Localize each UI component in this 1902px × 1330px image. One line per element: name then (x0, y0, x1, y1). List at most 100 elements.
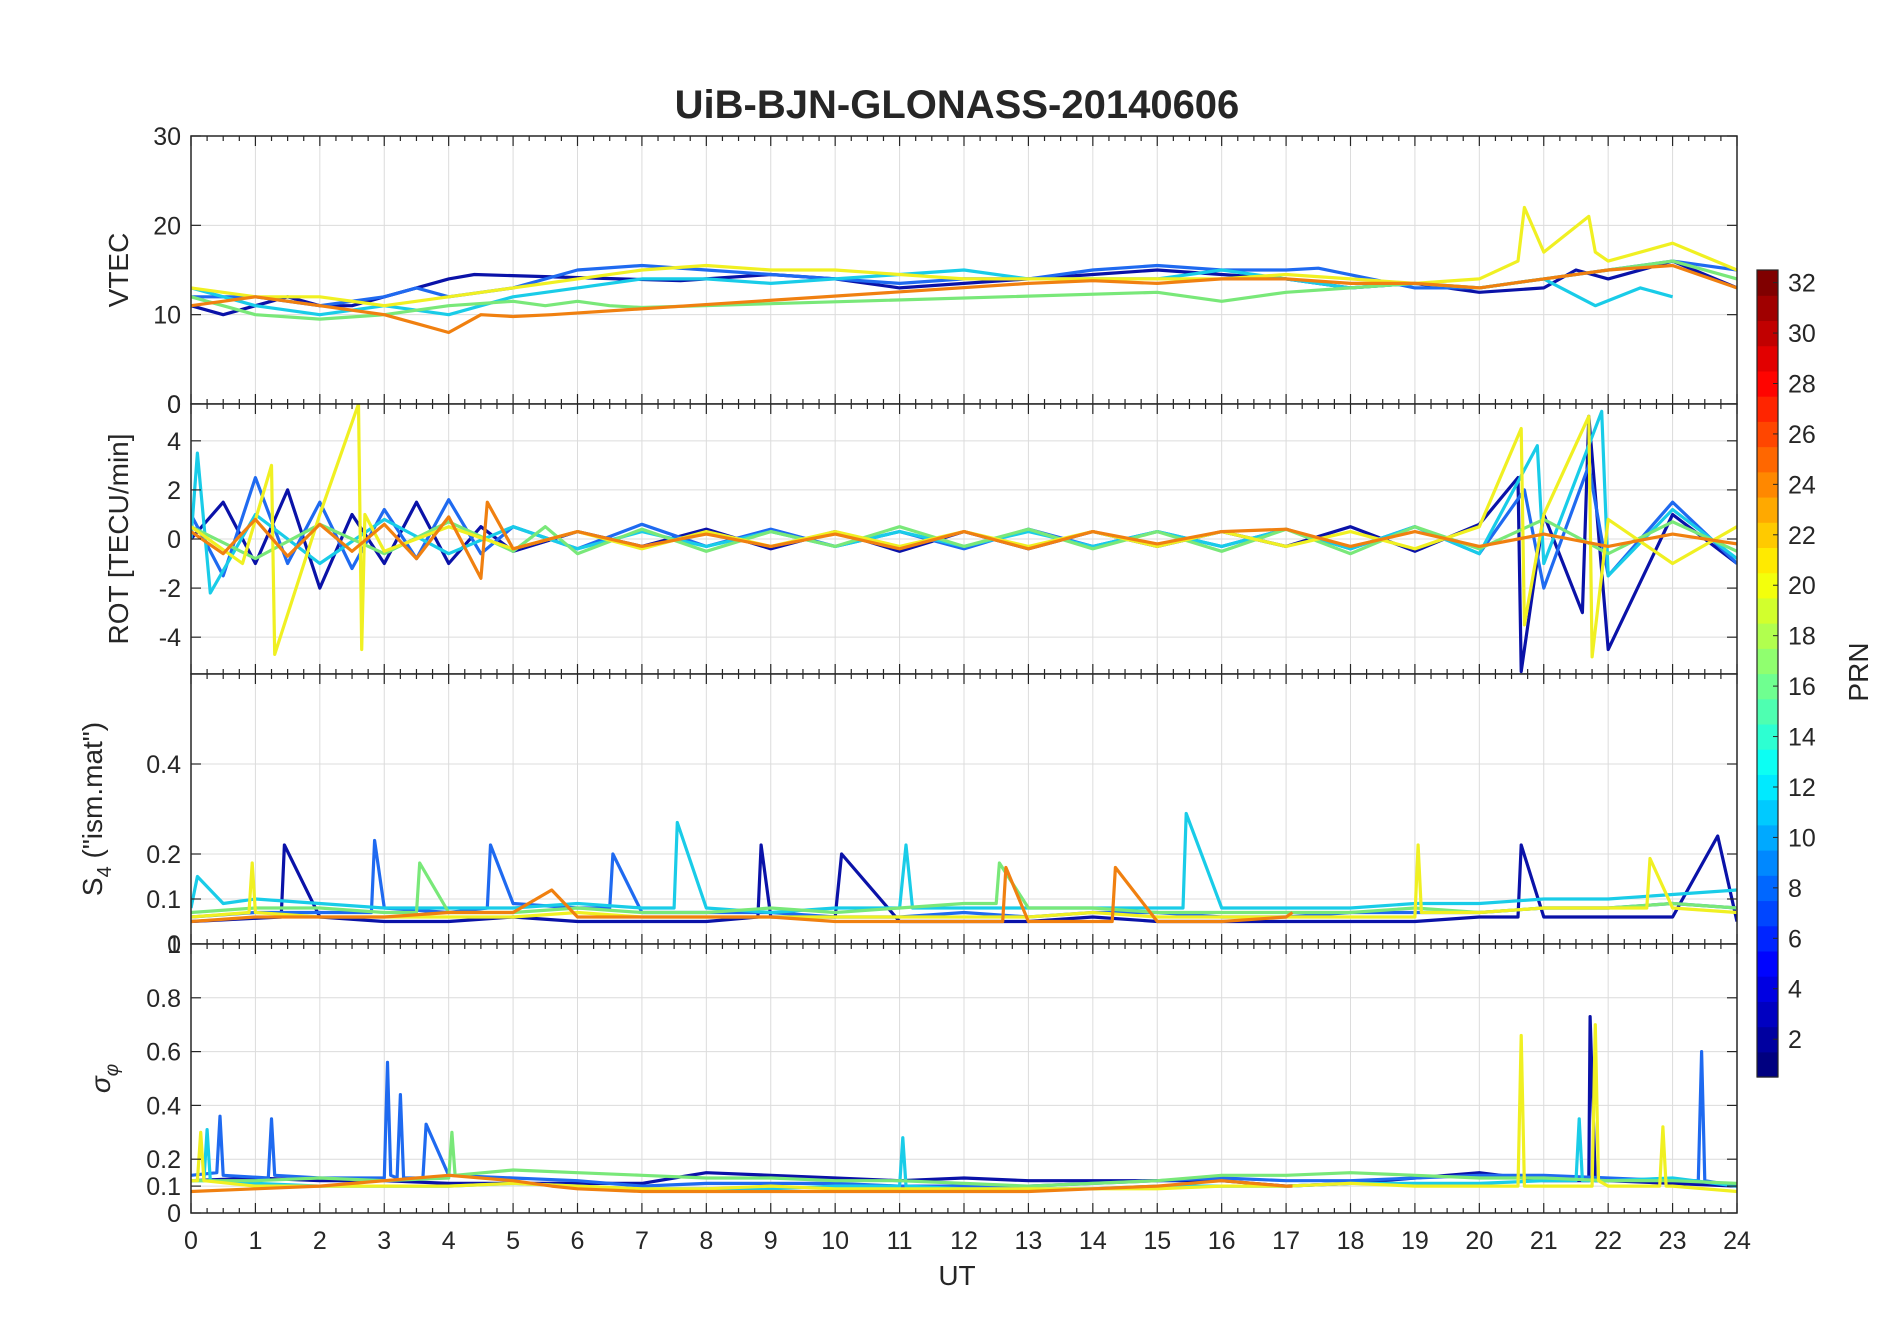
colorbar-segment (1757, 623, 1778, 649)
x-tick-label: 2 (313, 1227, 327, 1255)
x-tick-label: 15 (1143, 1227, 1171, 1255)
colorbar-tick-label: 14 (1788, 724, 1816, 752)
y-tick-label: 2 (167, 477, 181, 505)
y-axis-label: σφ (85, 1064, 123, 1093)
panel-2: -4 -2 0 2 4 ROT [TECU/min] (103, 403, 1738, 675)
y-tick-label: 0.2 (146, 1146, 181, 1174)
colorbar-segment (1757, 1051, 1778, 1078)
colorbar-segment (1757, 1001, 1778, 1028)
colorbar-tick-label: 2 (1788, 1026, 1802, 1054)
colorbar-segment (1757, 522, 1778, 549)
x-tick-label: 11 (887, 1227, 913, 1255)
series-group (191, 205, 1737, 335)
x-tick-label: 6 (571, 1227, 585, 1255)
y-axis-label: VTEC (103, 233, 134, 308)
series-group (191, 811, 1737, 924)
colorbar-tick-label: 12 (1788, 774, 1816, 802)
colorbar-segment (1757, 320, 1778, 347)
series-line-prn-2 (191, 259, 1737, 317)
colorbar-segment (1757, 396, 1778, 422)
x-tick-label: 7 (635, 1227, 649, 1255)
colorbar-tick-label: 4 (1788, 976, 1802, 1004)
series-line-prn-16 (191, 1130, 1737, 1188)
colorbar-frame (1756, 269, 1779, 1078)
colorbar-segment (1757, 270, 1778, 296)
colorbar-segment (1757, 673, 1778, 700)
y-axis-label-sub: φ (102, 1064, 123, 1076)
colorbar-segment (1757, 976, 1778, 1002)
colorbar-segment (1757, 597, 1778, 624)
colorbar-segment (1757, 648, 1778, 675)
y-tick-label: 4 (167, 428, 181, 456)
colorbar-tick-label: 24 (1788, 471, 1816, 499)
colorbar-segment (1757, 723, 1778, 750)
series-line-prn-16 (191, 861, 1737, 915)
x-tick-label: 18 (1337, 1227, 1365, 1255)
x-tick-label: 20 (1465, 1227, 1493, 1255)
x-tick-label: 10 (821, 1227, 849, 1255)
colorbar-segment (1757, 799, 1778, 826)
y-tick-label: 0.4 (146, 751, 181, 779)
colorbar-label: PRN (1843, 642, 1874, 701)
grid (190, 404, 1738, 674)
y-tick-label: 0.4 (146, 1092, 181, 1120)
colorbar-tick-label: 26 (1788, 421, 1816, 449)
x-tick-label: 4 (442, 1227, 456, 1255)
series-group (191, 1014, 1737, 1194)
y-tick-label: 0.1 (146, 886, 181, 914)
series-line-prn-24 (191, 263, 1737, 335)
panel-4: 00.10.20.40.60.80 1 2 3 4 5 6 7 8 9 10 11 12 13 14 15 16… (85, 943, 1751, 1255)
x-tick-label: 8 (699, 1227, 713, 1255)
series-line-prn-24 (191, 1173, 1293, 1194)
colorbar-segment (1757, 875, 1778, 902)
series-line-prn-7 (191, 1049, 1737, 1188)
colorbar-segment (1757, 471, 1778, 498)
colorbar-segment (1757, 900, 1778, 927)
colorbar-tick-label: 16 (1788, 673, 1816, 701)
colorbar-segment (1757, 925, 1778, 952)
colorbar-segment (1757, 496, 1778, 523)
y-tick-label: 0.2 (146, 841, 181, 869)
colorbar-tick-label: 8 (1788, 875, 1802, 903)
colorbar-tick-label: 6 (1788, 925, 1802, 953)
colorbar-segment (1757, 824, 1778, 851)
y-tick-label: 0 (167, 391, 181, 419)
x-tick-label: 24 (1723, 1227, 1751, 1255)
series-line-prn-24 (191, 865, 1294, 924)
rot-top-zero-label: 0 (167, 391, 181, 419)
colorbar-segment (1757, 370, 1778, 397)
y-axis-label: ROT [TECU/min] (103, 433, 134, 644)
colorbar-segment (1757, 547, 1778, 574)
colorbar-segment (1757, 572, 1778, 599)
colorbar-tick-label: 22 (1788, 522, 1816, 550)
series-line-prn-12 (191, 811, 1737, 915)
colorbar-tick-label: 20 (1788, 572, 1816, 600)
y-tick-label: -4 (159, 624, 181, 652)
y-axis-label-main: S (77, 877, 108, 896)
s4-top-one-label: 1 (167, 931, 181, 959)
series-line-prn-20 (191, 1023, 1737, 1194)
panel-1: 0 10 20 30 VTEC (103, 123, 1738, 419)
y-axis-label-rest: ("ism.mat") (77, 722, 108, 866)
colorbar-segment (1757, 345, 1778, 372)
y-axis-label: S4 ("ism.mat") (77, 722, 116, 896)
y-tick-label: 0.8 (146, 985, 181, 1013)
x-tick-label: 9 (764, 1227, 778, 1255)
colorbar-tick-label: 10 (1788, 824, 1816, 852)
y-tick-label: -2 (159, 575, 181, 603)
x-tick-label: 1 (248, 1227, 262, 1255)
y-tick-label: 0.6 (146, 1039, 181, 1067)
x-tick-label: 19 (1401, 1227, 1429, 1255)
y-tick-label: 10 (153, 302, 181, 330)
colorbar-segment (1757, 1026, 1778, 1053)
x-tick-label: 23 (1659, 1227, 1687, 1255)
x-tick-label: 22 (1594, 1227, 1622, 1255)
y-tick-label: 20 (153, 212, 181, 240)
series-group (191, 404, 1737, 674)
y-axis-label-sub: 4 (94, 866, 116, 877)
y-tick-label: 30 (153, 123, 181, 151)
colorbar-segment (1757, 749, 1778, 775)
colorbar-segment (1757, 421, 1778, 448)
